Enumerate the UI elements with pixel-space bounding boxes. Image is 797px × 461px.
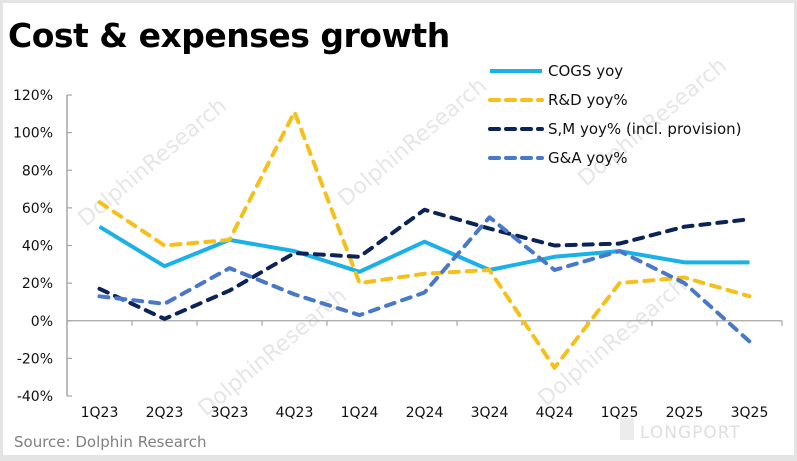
y-tick-label: 80%	[22, 163, 53, 179]
y-tick-label: 120%	[13, 88, 53, 104]
y-tick-label: -40%	[17, 389, 53, 405]
x-tick-label: 4Q24	[536, 405, 574, 421]
series-line-s-m-yoy-incl-provision	[97, 207, 752, 321]
source-note: Source: Dolphin Research	[14, 433, 207, 451]
legend: COGS yoy R&D yoy% S,M yoy% (incl. provisio…	[488, 62, 742, 167]
longport-watermark: LONGPORT	[640, 423, 741, 443]
chart-title: Cost & expenses growth	[8, 16, 450, 55]
y-tick-label: 60%	[22, 201, 53, 217]
x-tick-label: 3Q24	[471, 405, 509, 421]
x-tick-label: 2Q23	[146, 405, 184, 421]
legend-label: G&A yoy%	[548, 149, 628, 167]
x-tick-label: 1Q23	[81, 405, 119, 421]
x-tick-label: 3Q23	[211, 405, 249, 421]
legend-label: R&D yoy%	[548, 91, 628, 109]
y-tick-label: 0%	[31, 314, 53, 330]
legend-label: S,M yoy% (incl. provision)	[548, 120, 742, 138]
x-tick-label: 2Q24	[406, 405, 444, 421]
x-tick-label: 1Q24	[341, 405, 379, 421]
x-tick-label: 1Q25	[601, 405, 639, 421]
x-tick-label: 3Q25	[731, 405, 769, 421]
longport-logo-icon	[620, 418, 634, 440]
series-line-r-d-yoy	[97, 109, 752, 370]
series-line-cogs-yoy	[98, 224, 750, 274]
axes: -40% -20% 0% 20% 40% 60% 80% 100% 120% 1Q23 2Q23 3Q…	[13, 88, 783, 421]
y-tick-label: 100%	[13, 126, 53, 142]
series-line-g-a-yoy	[97, 215, 752, 344]
x-tick-label: 2Q25	[666, 405, 704, 421]
y-tick-label: 40%	[22, 239, 53, 255]
legend-label: COGS yoy	[548, 62, 623, 80]
series-layer	[97, 109, 752, 370]
x-tick-label: 4Q23	[276, 405, 314, 421]
y-tick-label: -20%	[17, 351, 53, 367]
y-tick-label: 20%	[22, 276, 53, 292]
